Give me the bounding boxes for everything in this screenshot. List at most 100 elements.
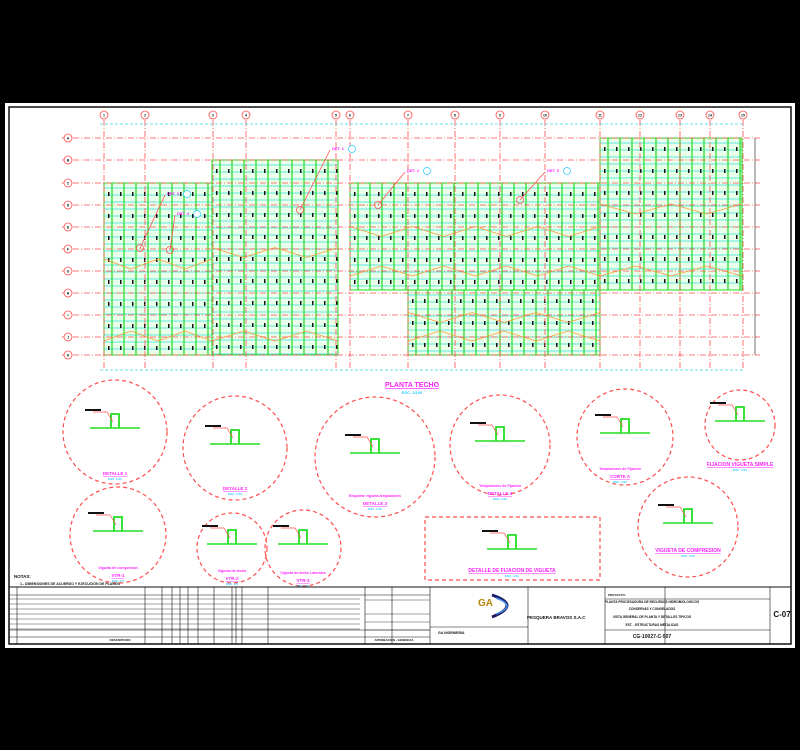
detail-boundary (69, 486, 167, 584)
axis-bubble (595, 110, 605, 120)
hanger-mark (390, 236, 392, 240)
hanger-mark (582, 192, 584, 196)
hanger-mark (108, 258, 110, 262)
hanger-mark (228, 279, 230, 283)
bracing (537, 265, 601, 277)
detail-title: DETALLE 4 (488, 491, 513, 496)
hanger-mark (522, 280, 524, 284)
annotation-text-mark (85, 409, 101, 411)
axis-bubble (241, 110, 251, 120)
hanger-mark (120, 324, 122, 328)
hanger-mark (604, 213, 606, 217)
hanger-mark (472, 321, 474, 325)
bracing (349, 265, 413, 277)
hanger-mark (378, 280, 380, 284)
axis-bubble (540, 110, 550, 120)
hanger-mark (438, 192, 440, 196)
project-label: PROYECTO: (608, 593, 626, 597)
bracing (535, 330, 601, 342)
hanger-mark (628, 279, 630, 283)
callout-leader (169, 214, 176, 251)
hanger-mark (288, 345, 290, 349)
hanger-mark (616, 169, 618, 173)
hanger-mark (252, 257, 254, 261)
hanger-mark (312, 279, 314, 283)
bracing (103, 330, 159, 342)
axis-label: 2 (144, 114, 146, 118)
hanger-mark (300, 191, 302, 195)
bracing (412, 226, 476, 237)
hanger-mark (120, 346, 122, 350)
hanger-mark (474, 214, 476, 218)
detail-title: VTR-3 (296, 578, 309, 583)
hanger-mark (132, 280, 134, 284)
hanger-mark (664, 279, 666, 283)
annotation-leader (353, 436, 374, 448)
detail-boundary (576, 388, 674, 486)
hanger-mark (580, 343, 582, 347)
callout-leader (519, 171, 546, 201)
bracing (157, 330, 213, 342)
callout-circle (516, 196, 524, 204)
axis-bubble (495, 110, 505, 120)
hanger-mark (628, 147, 630, 151)
hanger-mark (228, 191, 230, 195)
joist-section (113, 516, 123, 531)
axis-label: H (67, 292, 70, 296)
hanger-mark (390, 214, 392, 218)
hanger-mark (120, 192, 122, 196)
hanger-mark (414, 258, 416, 262)
roof-block (211, 159, 339, 356)
hanger-mark (108, 302, 110, 306)
hanger-mark (132, 346, 134, 350)
axis-bubble (738, 110, 748, 120)
annotation-leader (718, 404, 739, 416)
callout-label: DET. 5 (547, 168, 560, 173)
hanger-mark (486, 258, 488, 262)
detail-title: DETALLE 1 (103, 471, 128, 476)
joist-section (495, 426, 505, 441)
drawing-number: CG-10027-C-507 (633, 634, 672, 640)
hanger-mark (640, 169, 642, 173)
hanger-mark (558, 258, 560, 262)
joist-section (620, 418, 630, 433)
hanger-mark (276, 323, 278, 327)
hanger-mark (216, 213, 218, 217)
hanger-mark (108, 346, 110, 350)
hanger-mark (628, 235, 630, 239)
roof-block (349, 182, 601, 291)
hanger-mark (558, 192, 560, 196)
hanger-mark (156, 214, 158, 218)
hanger-mark (724, 147, 726, 151)
annotation-leader (281, 527, 302, 539)
hanger-mark (336, 169, 338, 173)
hanger-mark (628, 257, 630, 261)
hanger-mark (156, 324, 158, 328)
hanger-mark (402, 192, 404, 196)
hanger-mark (570, 258, 572, 262)
hanger-mark (312, 191, 314, 195)
hanger-mark (736, 235, 738, 239)
hanger-mark (664, 213, 666, 217)
hanger-mark (336, 279, 338, 283)
hanger-mark (120, 236, 122, 240)
hanger-mark (556, 343, 558, 347)
hanger-mark (180, 214, 182, 218)
hanger-mark (120, 258, 122, 262)
hanger-mark (474, 258, 476, 262)
hanger-mark (414, 236, 416, 240)
hanger-mark (366, 236, 368, 240)
hanger-mark (652, 279, 654, 283)
hanger-mark (496, 343, 498, 347)
axis-bubble (63, 332, 73, 342)
hanger-mark (378, 192, 380, 196)
hanger-mark (108, 280, 110, 284)
hanger-mark (700, 213, 702, 217)
notes-heading: NOTAS: (14, 574, 31, 579)
hanger-mark (132, 236, 134, 240)
hanger-mark (652, 191, 654, 195)
hanger-mark (736, 169, 738, 173)
